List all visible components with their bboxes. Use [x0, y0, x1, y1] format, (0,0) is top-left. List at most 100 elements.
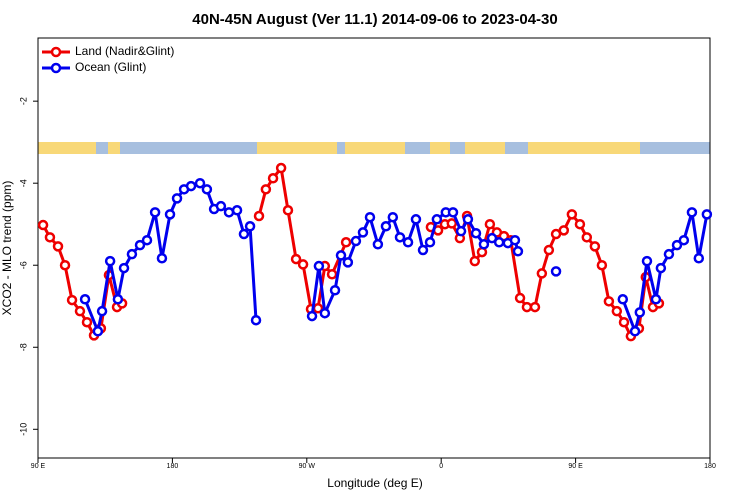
- data-point: [617, 294, 629, 305]
- data-point: [514, 292, 526, 304]
- data-point: [215, 200, 227, 212]
- data-point: [126, 248, 138, 260]
- x-tick-label: 180: [167, 463, 179, 470]
- data-point: [194, 177, 206, 189]
- data-point: [671, 239, 683, 251]
- y-tick-label: -6: [18, 261, 28, 269]
- data-point: [686, 207, 698, 218]
- data-point: [387, 211, 399, 223]
- data-point: [455, 225, 467, 237]
- data-point: [424, 237, 436, 248]
- data-point: [313, 260, 325, 272]
- legend-marker: [50, 62, 62, 74]
- legend-marker: [50, 46, 62, 58]
- y-tick-label: -4: [18, 179, 28, 187]
- data-point: [536, 268, 548, 279]
- data-point: [402, 237, 414, 248]
- data-point: [342, 257, 354, 268]
- data-point: [290, 253, 302, 265]
- data-point: [470, 227, 482, 239]
- data-point: [335, 250, 347, 261]
- data-point: [223, 207, 235, 218]
- y-tick-label: -10: [18, 423, 28, 436]
- data-point: [701, 209, 713, 220]
- chart-title: 40N-45N August (Ver 11.1) 2014-09-06 to …: [192, 11, 557, 28]
- data-point: [394, 232, 406, 243]
- data-point: [417, 244, 429, 256]
- data-point: [469, 255, 481, 267]
- data-point: [253, 210, 265, 222]
- data-point: [52, 241, 64, 252]
- data-point: [244, 221, 256, 232]
- data-point: [641, 255, 653, 267]
- data-point: [663, 248, 675, 260]
- x-tick-label: 180: [704, 463, 716, 470]
- data-point: [185, 180, 197, 192]
- y-tick-label: -2: [18, 97, 28, 105]
- data-point: [521, 301, 533, 313]
- data-point: [350, 235, 362, 247]
- data-point: [112, 294, 124, 305]
- x-tick-label: 90 E: [31, 463, 46, 470]
- data-point: [59, 259, 71, 271]
- legend-label: Land (Nadir&Glint): [75, 44, 174, 58]
- data-point: [462, 214, 474, 225]
- data-point: [149, 207, 161, 218]
- data-point: [104, 255, 116, 267]
- data-point: [326, 269, 338, 280]
- data-point: [201, 184, 213, 195]
- data-point: [693, 253, 705, 264]
- data-point: [340, 237, 352, 248]
- series: [79, 177, 713, 337]
- data-point: [329, 284, 341, 296]
- data-point: [618, 316, 630, 328]
- data-point: [79, 294, 91, 305]
- data-point: [581, 232, 593, 243]
- data-point: [678, 234, 690, 246]
- data-point: [134, 239, 146, 251]
- data-point: [655, 262, 667, 274]
- plot-frame: [37, 37, 711, 459]
- data-point: [566, 209, 578, 220]
- data-point: [74, 305, 86, 317]
- data-point: [372, 239, 384, 250]
- x-axis-label: Longitude (deg E): [327, 476, 422, 490]
- data-point: [81, 316, 93, 328]
- y-axis-label: XCO2 - MLO trend (ppm): [0, 181, 14, 316]
- data-point: [478, 239, 490, 250]
- data-point: [275, 162, 287, 174]
- y-tick-label: -8: [18, 343, 28, 351]
- data-point: [364, 211, 376, 223]
- data-point: [319, 307, 331, 319]
- data-point: [603, 296, 615, 307]
- data-point: [231, 205, 243, 216]
- data-point: [550, 266, 562, 277]
- data-point: [484, 218, 496, 230]
- data-point: [260, 184, 272, 195]
- data-point: [589, 241, 601, 252]
- data-point: [282, 205, 294, 216]
- x-tick-label: 90 W: [299, 463, 316, 470]
- data-point: [596, 259, 608, 271]
- data-point: [410, 214, 422, 225]
- data-point: [634, 307, 646, 318]
- data-point: [141, 234, 153, 246]
- data-point: [446, 218, 458, 229]
- data-point: [171, 193, 183, 204]
- data-point: [118, 262, 130, 274]
- data-point: [156, 253, 168, 264]
- data-point: [357, 227, 369, 238]
- data-point: [238, 228, 250, 240]
- data-point: [96, 305, 108, 317]
- data-point: [44, 232, 56, 243]
- data-point: [558, 225, 570, 236]
- x-tick-label: 0: [439, 463, 443, 470]
- data-point: [629, 326, 641, 337]
- data-point: [529, 301, 541, 313]
- data-point: [267, 173, 279, 184]
- x-tick-label: 90 E: [568, 463, 583, 470]
- data-point: [493, 237, 505, 248]
- data-point: [380, 221, 392, 232]
- data-point: [509, 234, 521, 246]
